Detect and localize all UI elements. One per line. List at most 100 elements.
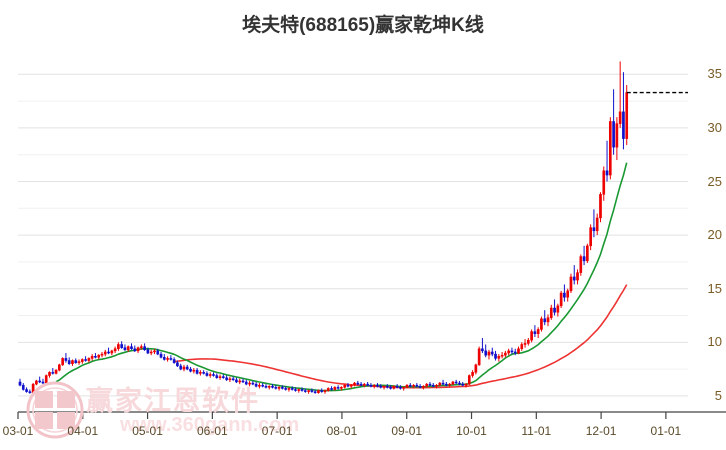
candle-body	[559, 292, 563, 307]
candle-body	[172, 359, 176, 363]
candle-body	[533, 331, 537, 334]
candle-body	[107, 351, 110, 354]
candle-body	[589, 227, 592, 247]
candle-body	[18, 381, 22, 386]
candle-body	[454, 381, 458, 384]
candle-body	[222, 376, 225, 378]
candle-body	[500, 354, 504, 357]
candle-body	[435, 384, 438, 387]
candle-body	[497, 356, 501, 359]
candle-body	[231, 378, 235, 381]
candle-body	[258, 384, 261, 387]
candle-body	[169, 358, 173, 360]
candle-body	[294, 389, 297, 391]
candle-body	[290, 388, 294, 390]
candle-body	[490, 351, 494, 355]
candle-body	[536, 329, 540, 334]
candle-body	[599, 194, 602, 219]
candle-body	[28, 391, 32, 393]
candle-body	[415, 384, 419, 387]
candle-body	[281, 387, 284, 389]
candle-body	[602, 170, 606, 195]
candle-body	[484, 350, 488, 356]
candle-body	[80, 359, 84, 362]
candle-body	[38, 380, 42, 383]
y-axis-tick-label: 30	[707, 119, 722, 135]
candle-body	[418, 386, 422, 388]
candle-body	[58, 364, 61, 371]
y-axis-tick-label: 15	[707, 280, 722, 296]
candle-body	[431, 384, 435, 387]
candle-body	[461, 383, 465, 386]
axis-lines	[17, 411, 726, 419]
ma-short-path	[55, 162, 628, 392]
candle-body	[572, 276, 576, 281]
candle-body	[166, 358, 169, 360]
candle-body	[41, 381, 45, 384]
candle-body	[113, 348, 117, 352]
candle-body	[215, 375, 219, 378]
candle-body	[254, 383, 258, 387]
candle-body	[353, 382, 356, 386]
candle-body	[77, 361, 81, 363]
candle-body	[527, 339, 530, 344]
candle-body	[618, 111, 622, 124]
candle-body	[143, 346, 146, 351]
candle-body	[300, 389, 304, 391]
candle-body	[133, 348, 137, 352]
candle-body	[504, 352, 507, 356]
candle-body	[605, 170, 609, 176]
ma-long-path	[174, 284, 628, 389]
x-axis-tick-label: 03-01	[2, 424, 34, 438]
candle-body	[149, 351, 153, 354]
candle-body	[481, 348, 484, 352]
x-axis-tick-label: 12-01	[585, 424, 617, 438]
candle-body	[333, 387, 337, 390]
candle-body	[287, 388, 291, 390]
candle-body	[553, 307, 556, 313]
candle-body	[625, 92, 629, 139]
candle-body	[422, 386, 425, 388]
candle-body	[372, 384, 376, 387]
candle-body	[225, 377, 228, 381]
candle-body	[622, 111, 625, 139]
candle-body	[579, 256, 583, 273]
candle-body	[523, 343, 527, 345]
candle-body	[563, 292, 566, 298]
candle-body	[51, 372, 55, 374]
candle-body	[336, 387, 340, 389]
candle-body	[363, 383, 366, 386]
x-axis-tick-label: 07-01	[261, 424, 293, 438]
candle-body	[326, 388, 330, 391]
candle-body	[349, 384, 353, 387]
candle-body	[408, 384, 412, 387]
y-axis-tick-label: 10	[707, 334, 722, 350]
candle-body	[586, 245, 589, 262]
candle-body	[182, 366, 186, 370]
candle-body	[284, 388, 287, 390]
candle-body	[238, 380, 242, 383]
candle-body	[117, 344, 120, 349]
candle-body	[543, 318, 547, 323]
candle-body	[330, 388, 333, 390]
candle-body	[343, 384, 347, 388]
candle-body	[199, 372, 202, 374]
candle-body	[235, 379, 238, 383]
candle-body	[612, 121, 615, 148]
candle-body	[310, 390, 314, 392]
candle-body	[153, 350, 156, 353]
candle-body	[438, 382, 442, 386]
candle-body	[84, 359, 87, 361]
candle-body	[313, 391, 317, 393]
candle-body	[448, 383, 451, 386]
candle-body	[176, 362, 179, 367]
candle-body	[385, 386, 389, 388]
x-axis-tick-label: 10-01	[456, 424, 487, 438]
candle-body	[21, 384, 25, 390]
candle-body	[471, 372, 474, 376]
candle-body	[44, 375, 48, 384]
candle-body	[274, 387, 278, 389]
candle-body	[179, 365, 183, 370]
candle-body	[146, 349, 150, 354]
